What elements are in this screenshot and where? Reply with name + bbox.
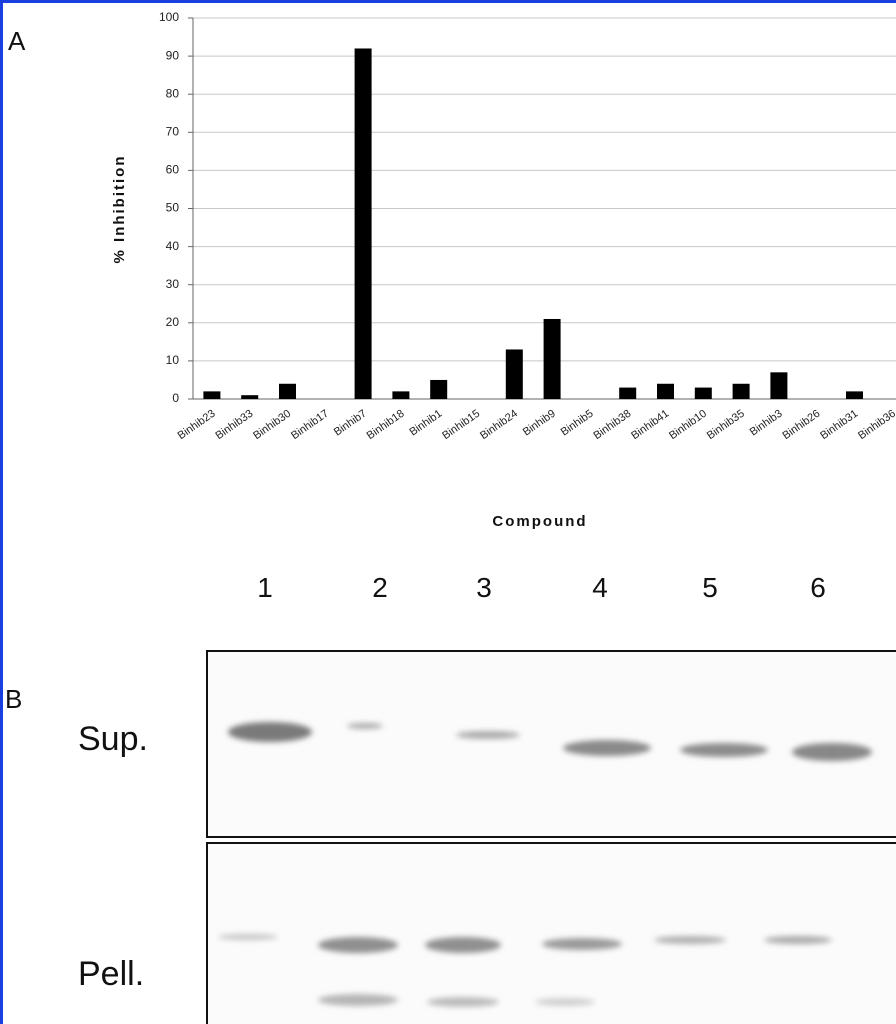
y-tick-label: 50: [166, 201, 180, 215]
bar: [203, 391, 220, 399]
panel-label: B: [5, 684, 22, 714]
gel-blot: [207, 651, 896, 837]
x-tick-label: Binhib15: [440, 408, 482, 442]
bar: [695, 388, 712, 399]
y-tick-label: 30: [166, 277, 180, 291]
x-tick-label: Binhib35: [705, 408, 747, 442]
y-tick-label: 0: [172, 391, 179, 405]
lane-label: 5: [702, 572, 718, 603]
x-tick-label: Binhib24: [478, 408, 520, 442]
x-tick-label: Binhib1: [407, 408, 444, 439]
bar: [657, 384, 674, 399]
figure-canvas: A % Inhibition Compound 1 2 3 4 5 6 B Sup. Pe…: [3, 3, 896, 1024]
lane-label: 6: [810, 572, 826, 603]
bar: [506, 349, 523, 399]
y-tick-label: 90: [166, 48, 180, 62]
y-axis-label: % Inhibition: [111, 155, 128, 264]
bar: [619, 388, 636, 399]
y-tick-label: 40: [166, 239, 180, 253]
bar: [544, 319, 561, 399]
figure: A % Inhibition Compound 1 2 3 4 5 6 B Sup. Pe…: [0, 0, 896, 1024]
y-tick-label: 20: [166, 315, 180, 329]
bar: [241, 395, 258, 399]
y-tick-label: 70: [166, 124, 180, 138]
x-tick-label: Binhib33: [213, 408, 255, 442]
panel-label: A: [8, 26, 26, 56]
lane-label: 1: [257, 572, 273, 603]
x-tick-label: Binhib23: [176, 408, 218, 442]
gel-blot: [207, 843, 896, 1024]
x-tick-label: Binhib36: [856, 408, 896, 442]
x-axis-label: Compound: [492, 513, 587, 530]
row-label: Sup.: [78, 720, 148, 758]
x-tick-label: Binhib38: [591, 408, 633, 442]
x-tick-label: Binhib31: [818, 408, 860, 442]
x-tick-label: Binhib5: [559, 408, 596, 439]
bar: [733, 384, 750, 399]
y-tick-label: 10: [166, 353, 180, 367]
row-label: Pell.: [78, 955, 144, 993]
y-tick-label: 80: [166, 86, 180, 100]
y-tick-label: 100: [159, 10, 179, 24]
lane-label: 4: [592, 572, 608, 603]
bar: [279, 384, 296, 399]
y-tick-label: 60: [166, 163, 180, 177]
bar: [430, 380, 447, 399]
lane-label: 2: [372, 572, 388, 603]
x-tick-label: Binhib18: [365, 408, 407, 442]
bar: [392, 391, 409, 399]
x-tick-label: Binhib9: [521, 408, 558, 439]
x-tick-label: Binhib41: [629, 408, 671, 442]
x-tick-label: Binhib3: [748, 408, 785, 439]
x-tick-label: Binhib26: [780, 408, 822, 442]
bar: [846, 391, 863, 399]
x-tick-label: Binhib30: [251, 408, 293, 442]
x-tick-label: Binhib7: [332, 408, 369, 439]
lane-label: 3: [476, 572, 492, 603]
x-tick-label: Binhib17: [289, 408, 331, 442]
x-tick-label: Binhib10: [667, 408, 709, 442]
bar: [770, 372, 787, 399]
bar: [355, 48, 372, 399]
